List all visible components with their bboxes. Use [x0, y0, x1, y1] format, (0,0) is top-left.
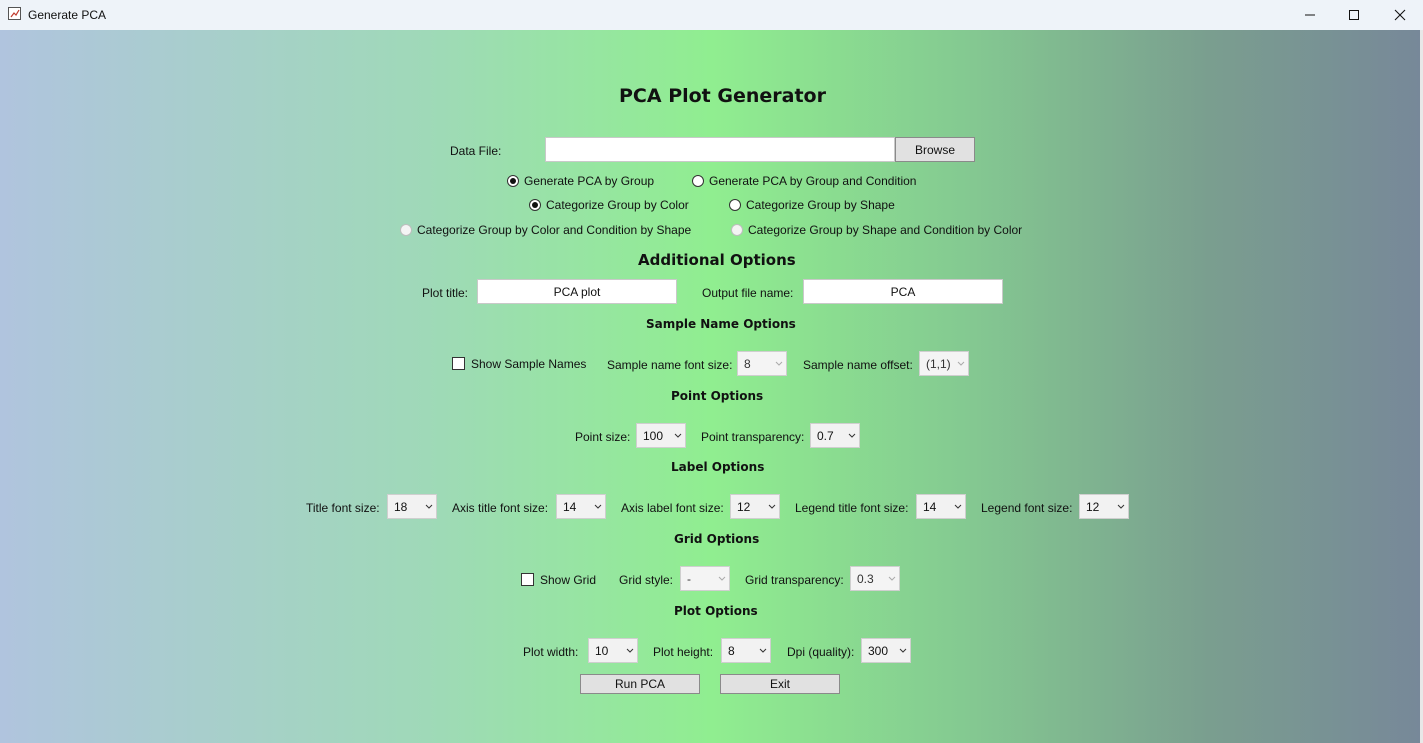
axis-title-font-size-select[interactable]: 14 [556, 494, 606, 519]
grid-options-heading: Grid Options [674, 532, 760, 546]
radio-categorize-color[interactable] [529, 199, 541, 211]
pca-by-group-label: Generate PCA by Group [524, 174, 655, 188]
chevron-down-icon [954, 361, 968, 366]
point-size-select[interactable]: 100 [636, 423, 686, 448]
radio-categorize-shape-condition-color[interactable] [731, 224, 743, 236]
data-file-input[interactable] [545, 137, 895, 162]
window-titlebar: Generate PCA [0, 0, 1423, 30]
categorize-color-label: Categorize Group by Color [546, 198, 689, 212]
output-file-input[interactable]: PCA [803, 279, 1003, 304]
legend-title-font-size-select[interactable]: 14 [916, 494, 966, 519]
close-icon [1394, 9, 1406, 21]
chevron-down-icon [422, 504, 436, 509]
plot-options-heading: Plot Options [674, 604, 758, 618]
grid-style-value: - [687, 571, 691, 586]
axis-label-font-size-select[interactable]: 12 [730, 494, 780, 519]
title-font-size-select[interactable]: 18 [387, 494, 437, 519]
main-form: PCA Plot Generator Data File: Browse Gen… [0, 30, 1423, 743]
plot-width-select[interactable]: 10 [588, 638, 638, 663]
legend-font-size-value: 12 [1086, 499, 1100, 514]
plot-width-value: 10 [595, 643, 609, 658]
window-title: Generate PCA [28, 8, 107, 22]
chevron-down-icon [951, 504, 965, 509]
chevron-down-icon [1114, 504, 1128, 509]
run-pca-button[interactable]: Run PCA [580, 674, 700, 694]
point-size-value: 100 [643, 428, 664, 443]
chevron-down-icon [845, 433, 859, 438]
chevron-down-icon [896, 648, 910, 653]
axis-label-font-size-value: 12 [737, 499, 751, 514]
axis-title-font-size-label: Axis title font size: [452, 501, 549, 515]
grid-transparency-select[interactable]: 0.3 [850, 566, 900, 591]
show-grid-checkbox[interactable] [521, 573, 534, 586]
radio-pca-by-group-condition[interactable] [692, 175, 704, 187]
radio-categorize-shape[interactable] [729, 199, 741, 211]
legend-title-font-size-value: 14 [923, 499, 937, 514]
chevron-down-icon [885, 576, 899, 581]
sample-font-size-value: 8 [744, 356, 751, 371]
sample-name-heading: Sample Name Options [646, 317, 796, 331]
page-title: PCA Plot Generator [619, 85, 826, 107]
chevron-down-icon [623, 648, 637, 653]
radio-categorize-color-condition-shape[interactable] [400, 224, 412, 236]
point-transparency-label: Point transparency: [701, 430, 805, 444]
maximize-icon [1349, 10, 1359, 20]
chevron-down-icon [671, 433, 685, 438]
grid-style-select[interactable]: - [680, 566, 730, 591]
categorize-shape-condition-color-label: Categorize Group by Shape and Condition … [748, 223, 1023, 237]
close-button[interactable] [1377, 0, 1423, 30]
plot-height-value: 8 [728, 643, 735, 658]
point-transparency-select[interactable]: 0.7 [810, 423, 860, 448]
grid-transparency-value: 0.3 [857, 571, 874, 586]
data-file-label: Data File: [450, 144, 502, 158]
chart-app-icon [8, 7, 21, 20]
chevron-down-icon [715, 576, 729, 581]
output-file-label: Output file name: [702, 286, 794, 300]
legend-font-size-label: Legend font size: [981, 501, 1073, 515]
grid-style-label: Grid style: [619, 573, 674, 587]
maximize-button[interactable] [1331, 0, 1377, 30]
exit-button[interactable]: Exit [720, 674, 840, 694]
plot-width-label: Plot width: [523, 645, 579, 659]
minimize-icon [1305, 14, 1315, 16]
show-sample-names-label: Show Sample Names [471, 357, 587, 371]
point-options-heading: Point Options [671, 389, 764, 403]
label-options-heading: Label Options [671, 460, 765, 474]
dpi-label: Dpi (quality): [787, 645, 855, 659]
radio-pca-by-group[interactable] [507, 175, 519, 187]
chevron-down-icon [772, 361, 786, 366]
dpi-select[interactable]: 300 [861, 638, 911, 663]
axis-label-font-size-label: Axis label font size: [621, 501, 724, 515]
plot-height-label: Plot height: [653, 645, 714, 659]
plot-height-select[interactable]: 8 [721, 638, 771, 663]
sample-offset-label: Sample name offset: [803, 358, 913, 372]
axis-title-font-size-value: 14 [563, 499, 577, 514]
browse-button[interactable]: Browse [895, 137, 975, 162]
title-font-size-label: Title font size: [306, 501, 380, 515]
sample-font-size-select[interactable]: 8 [737, 351, 787, 376]
grid-transparency-label: Grid transparency: [745, 573, 844, 587]
minimize-button[interactable] [1287, 0, 1333, 30]
window-edge [1420, 30, 1423, 743]
legend-title-font-size-label: Legend title font size: [795, 501, 909, 515]
categorize-color-condition-shape-label: Categorize Group by Color and Condition … [417, 223, 692, 237]
point-transparency-value: 0.7 [817, 428, 834, 443]
dpi-value: 300 [868, 643, 889, 658]
chevron-down-icon [756, 648, 770, 653]
sample-font-size-label: Sample name font size: [607, 358, 733, 372]
show-grid-label: Show Grid [540, 573, 597, 587]
pca-by-group-condition-label: Generate PCA by Group and Condition [709, 174, 917, 188]
sample-offset-select[interactable]: (1,1) [919, 351, 969, 376]
show-sample-names-checkbox[interactable] [452, 357, 465, 370]
plot-title-label: Plot title: [422, 286, 469, 300]
chevron-down-icon [765, 504, 779, 509]
point-size-label: Point size: [575, 430, 631, 444]
chevron-down-icon [591, 504, 605, 509]
sample-offset-value: (1,1) [926, 356, 951, 371]
additional-options-heading: Additional Options [638, 251, 796, 269]
categorize-shape-label: Categorize Group by Shape [746, 198, 895, 212]
legend-font-size-select[interactable]: 12 [1079, 494, 1129, 519]
title-font-size-value: 18 [394, 499, 408, 514]
plot-title-input[interactable]: PCA plot [477, 279, 677, 304]
